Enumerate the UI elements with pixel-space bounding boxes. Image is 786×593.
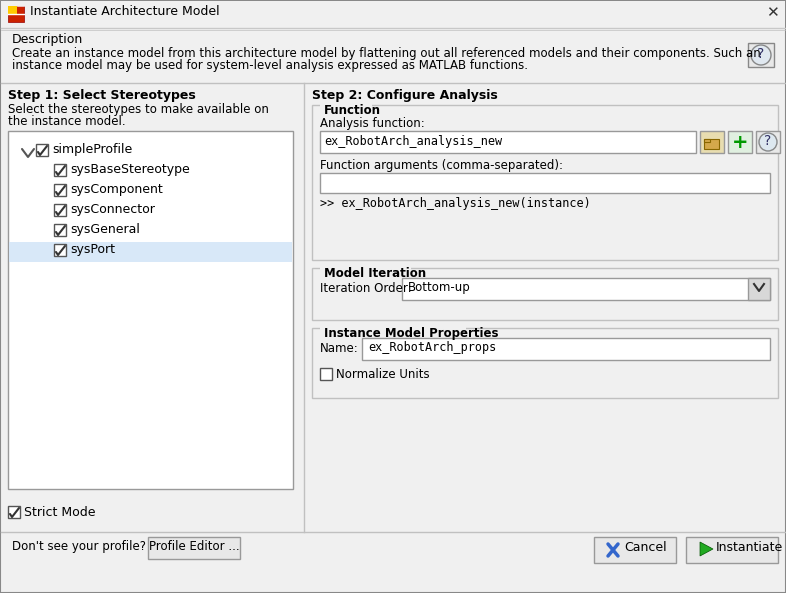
Bar <box>704 139 719 149</box>
Text: sysComponent: sysComponent <box>70 183 163 196</box>
Bar <box>36 144 48 156</box>
Bar <box>312 328 778 398</box>
Bar <box>728 131 752 153</box>
Text: Profile Editor ...: Profile Editor ... <box>149 540 239 553</box>
Text: Instantiate: Instantiate <box>716 541 784 554</box>
Text: Description: Description <box>12 33 83 46</box>
Polygon shape <box>700 542 713 556</box>
Text: instance model may be used for system-level analysis expressed as MATLAB functio: instance model may be used for system-le… <box>12 59 528 72</box>
Text: ?: ? <box>764 134 772 148</box>
Bar <box>320 100 372 110</box>
Bar <box>54 204 66 216</box>
Bar <box>320 323 465 333</box>
Text: ex_RobotArch_props: ex_RobotArch_props <box>368 341 496 354</box>
Bar <box>9 242 292 262</box>
Text: Strict Mode: Strict Mode <box>24 506 96 519</box>
Text: Function: Function <box>324 104 381 117</box>
Bar <box>1 1 785 29</box>
Text: ✕: ✕ <box>766 5 779 20</box>
Text: >> ex_RobotArch_analysis_new(instance): >> ex_RobotArch_analysis_new(instance) <box>320 197 591 210</box>
Text: Normalize Units: Normalize Units <box>336 368 430 381</box>
Text: Name:: Name: <box>320 342 358 355</box>
Bar <box>8 6 24 22</box>
Text: ex_RobotArch_analysis_new: ex_RobotArch_analysis_new <box>324 135 502 148</box>
Bar <box>748 278 770 300</box>
Bar <box>312 268 778 320</box>
Text: Function arguments (comma-separated):: Function arguments (comma-separated): <box>320 159 563 172</box>
Text: sysBaseStereotype: sysBaseStereotype <box>70 163 189 176</box>
Text: sysGeneral: sysGeneral <box>70 223 140 236</box>
Bar <box>320 368 332 380</box>
Text: Create an instance model from this architecture model by flattening out all refe: Create an instance model from this archi… <box>12 47 761 60</box>
Bar <box>700 131 724 153</box>
Text: +: + <box>732 133 748 152</box>
Text: Analysis function:: Analysis function: <box>320 117 424 130</box>
Text: simpleProfile: simpleProfile <box>52 143 132 156</box>
Text: sysConnector: sysConnector <box>70 203 155 216</box>
Text: Step 1: Select Stereotypes: Step 1: Select Stereotypes <box>8 89 196 102</box>
Bar <box>362 338 770 360</box>
Text: ?: ? <box>758 47 765 61</box>
Text: Model Iteration: Model Iteration <box>324 267 426 280</box>
Text: Select the stereotypes to make available on: Select the stereotypes to make available… <box>8 103 269 116</box>
Bar <box>54 224 66 236</box>
Text: Iteration Order:: Iteration Order: <box>320 282 412 295</box>
Text: Cancel: Cancel <box>624 541 667 554</box>
Bar <box>594 537 676 563</box>
Bar <box>54 164 66 176</box>
Bar <box>8 6 17 15</box>
Text: Bottom-up: Bottom-up <box>408 281 471 294</box>
Text: sysPort: sysPort <box>70 243 115 256</box>
Bar <box>320 263 410 273</box>
Bar <box>748 43 774 67</box>
Bar <box>704 139 710 142</box>
Bar <box>312 105 778 260</box>
Text: Don't see your profile?: Don't see your profile? <box>12 540 146 553</box>
Text: Step 2: Configure Analysis: Step 2: Configure Analysis <box>312 89 498 102</box>
Circle shape <box>751 45 771 65</box>
Text: the instance model.: the instance model. <box>8 115 126 128</box>
Bar <box>320 173 770 193</box>
Bar <box>402 278 770 300</box>
Bar <box>686 537 778 563</box>
Text: Instance Model Properties: Instance Model Properties <box>324 327 498 340</box>
Bar <box>54 244 66 256</box>
Bar <box>8 506 20 518</box>
Bar <box>148 537 240 559</box>
Bar <box>756 131 780 153</box>
Bar <box>54 184 66 196</box>
Text: Instantiate Architecture Model: Instantiate Architecture Model <box>30 5 219 18</box>
Bar <box>320 131 696 153</box>
Circle shape <box>759 133 777 151</box>
Bar <box>8 131 293 489</box>
